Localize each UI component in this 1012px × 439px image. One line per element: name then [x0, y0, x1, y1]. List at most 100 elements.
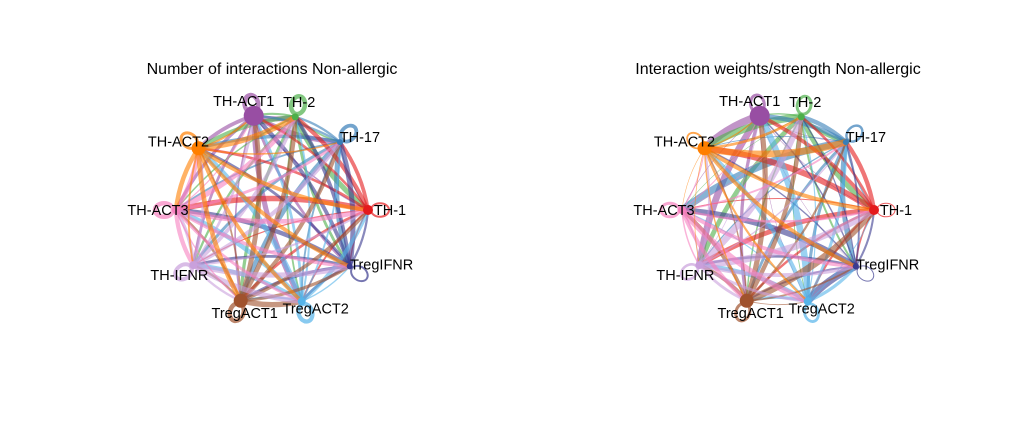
edge-tregact2-to-th-17 — [806, 140, 848, 303]
self-loop-tregifnr — [856, 265, 875, 282]
edge-tregifnr-to-th-17 — [844, 141, 861, 268]
edge-th-ifnr-to-th-17 — [698, 141, 847, 266]
edge-th-act3-to-th-17 — [681, 141, 847, 211]
edge-th-1-to-th-2 — [293, 114, 371, 213]
node-label-th-2: TH-2 — [283, 95, 315, 111]
edge-group — [152, 92, 390, 324]
edge-tregact1-to-th-2 — [238, 114, 298, 304]
edge-tregact1-to-tregifnr — [745, 265, 857, 302]
node-label-th-ifnr: TH-IFNR — [656, 268, 714, 284]
panel-title: Number of interactions Non-allergic — [147, 61, 398, 78]
node-label-th-act1: TH-ACT1 — [719, 94, 780, 110]
node-th-act3 — [172, 206, 180, 214]
edge-th-act2-to-tregact1 — [196, 145, 244, 304]
node-label-th-1: TH-1 — [880, 203, 912, 219]
edge-th-act2-to-th-ifnr — [694, 147, 705, 266]
edge-th-2-to-th-act2 — [196, 114, 298, 151]
edge-th-1-to-th-2 — [799, 115, 876, 212]
node-group — [678, 105, 879, 308]
edge-tregifnr-to-th-ifnr — [192, 255, 352, 268]
edge-tregact2-to-th-act1 — [756, 112, 811, 305]
node-th-2 — [291, 113, 299, 121]
edge-tregact2-to-th-act1 — [252, 114, 304, 303]
edge-th-act2-to-th-17 — [701, 138, 850, 158]
edge-tregact2-to-th-17 — [300, 141, 341, 303]
edge-group — [659, 93, 896, 323]
edge-th-act3-to-th-act1 — [175, 115, 255, 211]
node-label-tregact1: TregACT1 — [718, 306, 784, 322]
node-tregact2 — [297, 297, 306, 306]
self-loop-tregifnr — [350, 264, 369, 283]
node-label-tregact2: TregACT2 — [283, 301, 349, 317]
edge-th-1-to-th-act1 — [757, 113, 876, 212]
edge-th-ifnr-to-th-1 — [695, 206, 878, 269]
edge-tregact1-to-th-act2 — [703, 147, 748, 302]
node-label-th-act1: TH-ACT1 — [213, 94, 274, 110]
node-group — [172, 105, 373, 308]
edge-th-act3-to-tregact1 — [175, 209, 242, 302]
edge-th-act3-to-tregact2 — [679, 207, 811, 305]
edge-th-2-to-tregifnr — [800, 115, 857, 268]
node-label-tregifnr: TregIFNR — [350, 257, 413, 273]
edge-tregact2-to-th-1 — [299, 207, 371, 304]
edge-th-act3-to-th-ifnr — [681, 209, 701, 266]
edge-th-ifnr-to-th-1 — [192, 209, 369, 267]
node-th-2 — [797, 113, 805, 121]
node-label-th-1: TH-1 — [374, 203, 406, 219]
edge-th-act2-to-tregact2 — [196, 146, 304, 304]
panel-title: Interaction weights/strength Non-allergi… — [635, 61, 920, 78]
node-label-tregifnr: TregIFNR — [856, 257, 919, 273]
node-label-th-act2: TH-ACT2 — [654, 134, 715, 150]
node-th-17 — [842, 139, 849, 146]
edge-th-act2-to-tregact2 — [703, 147, 809, 303]
edge-th-act2-to-tregact1 — [703, 147, 748, 302]
node-label-th-act3: TH-ACT3 — [127, 203, 188, 219]
node-tregact2 — [803, 297, 812, 306]
panel-number-of-interactions: Number of interactions Non-allergic TH-A… — [127, 61, 413, 324]
edge-th-act2-to-th-1 — [702, 146, 876, 212]
node-th-ifnr — [189, 261, 198, 270]
edge-th-ifnr-to-tregifnr — [190, 262, 353, 278]
edge-th-act2-to-th-2 — [195, 114, 298, 151]
edge-tregact1-to-th-17 — [745, 141, 847, 302]
node-th-17 — [336, 139, 343, 146]
edge-tregact2-to-th-1 — [807, 209, 875, 302]
node-th-act3 — [678, 206, 686, 214]
node-label-tregact1: TregACT1 — [212, 306, 278, 322]
node-th-act2 — [697, 141, 712, 156]
edge-th-1-to-th-17 — [843, 139, 877, 213]
edge-tregact1-to-th-17 — [238, 140, 342, 303]
edge-tregifnr-to-th-2 — [800, 116, 857, 267]
edge-th-act2-to-tregifnr — [702, 146, 858, 269]
node-label-th-ifnr: TH-IFNR — [150, 268, 208, 284]
edge-th-act3-to-tregifnr — [680, 208, 858, 269]
node-th-act2 — [191, 141, 206, 156]
node-label-th-act3: TH-ACT3 — [633, 203, 694, 219]
edge-th-act2-to-th-ifnr — [187, 147, 200, 267]
node-label-th-2: TH-2 — [789, 95, 821, 111]
edge-th-act3-to-th-2 — [173, 114, 298, 213]
edge-tregact1-to-tregifnr — [239, 264, 352, 303]
edge-th-17-to-th-act3 — [175, 141, 341, 211]
edge-th-act3-to-tregifnr — [174, 208, 352, 269]
edge-th-ifnr-to-tregact2 — [190, 262, 305, 304]
self-loop-th-17 — [338, 123, 359, 144]
edge-th-ifnr-to-th-act1 — [699, 115, 761, 266]
node-tregifnr — [346, 263, 353, 270]
edge-th-ifnr-to-th-17 — [191, 140, 342, 268]
node-th-act1 — [749, 105, 770, 126]
node-label-th-17: TH-17 — [340, 130, 380, 146]
node-th-1 — [869, 205, 879, 215]
node-label-tregact2: TregACT2 — [789, 301, 855, 317]
node-tregifnr — [852, 263, 859, 270]
edge-th-ifnr-to-th-act1 — [192, 114, 255, 267]
edge-th-17-to-th-act2 — [704, 135, 847, 149]
self-loop-th-17 — [845, 124, 864, 143]
label-group: TH-ACT1 TH-2 TH-17 TH-1 TregIFNR TregACT2 Treg… — [633, 94, 919, 322]
edge-th-ifnr-to-th-2 — [696, 113, 805, 269]
node-th-1 — [363, 205, 373, 215]
edge-th-act2-to-tregifnr — [196, 146, 352, 269]
edge-th-act3-to-th-act1 — [681, 115, 761, 211]
label-group: TH-ACT1 TH-2 TH-17 TH-1 TregIFNR TregACT2 Treg… — [127, 94, 413, 322]
